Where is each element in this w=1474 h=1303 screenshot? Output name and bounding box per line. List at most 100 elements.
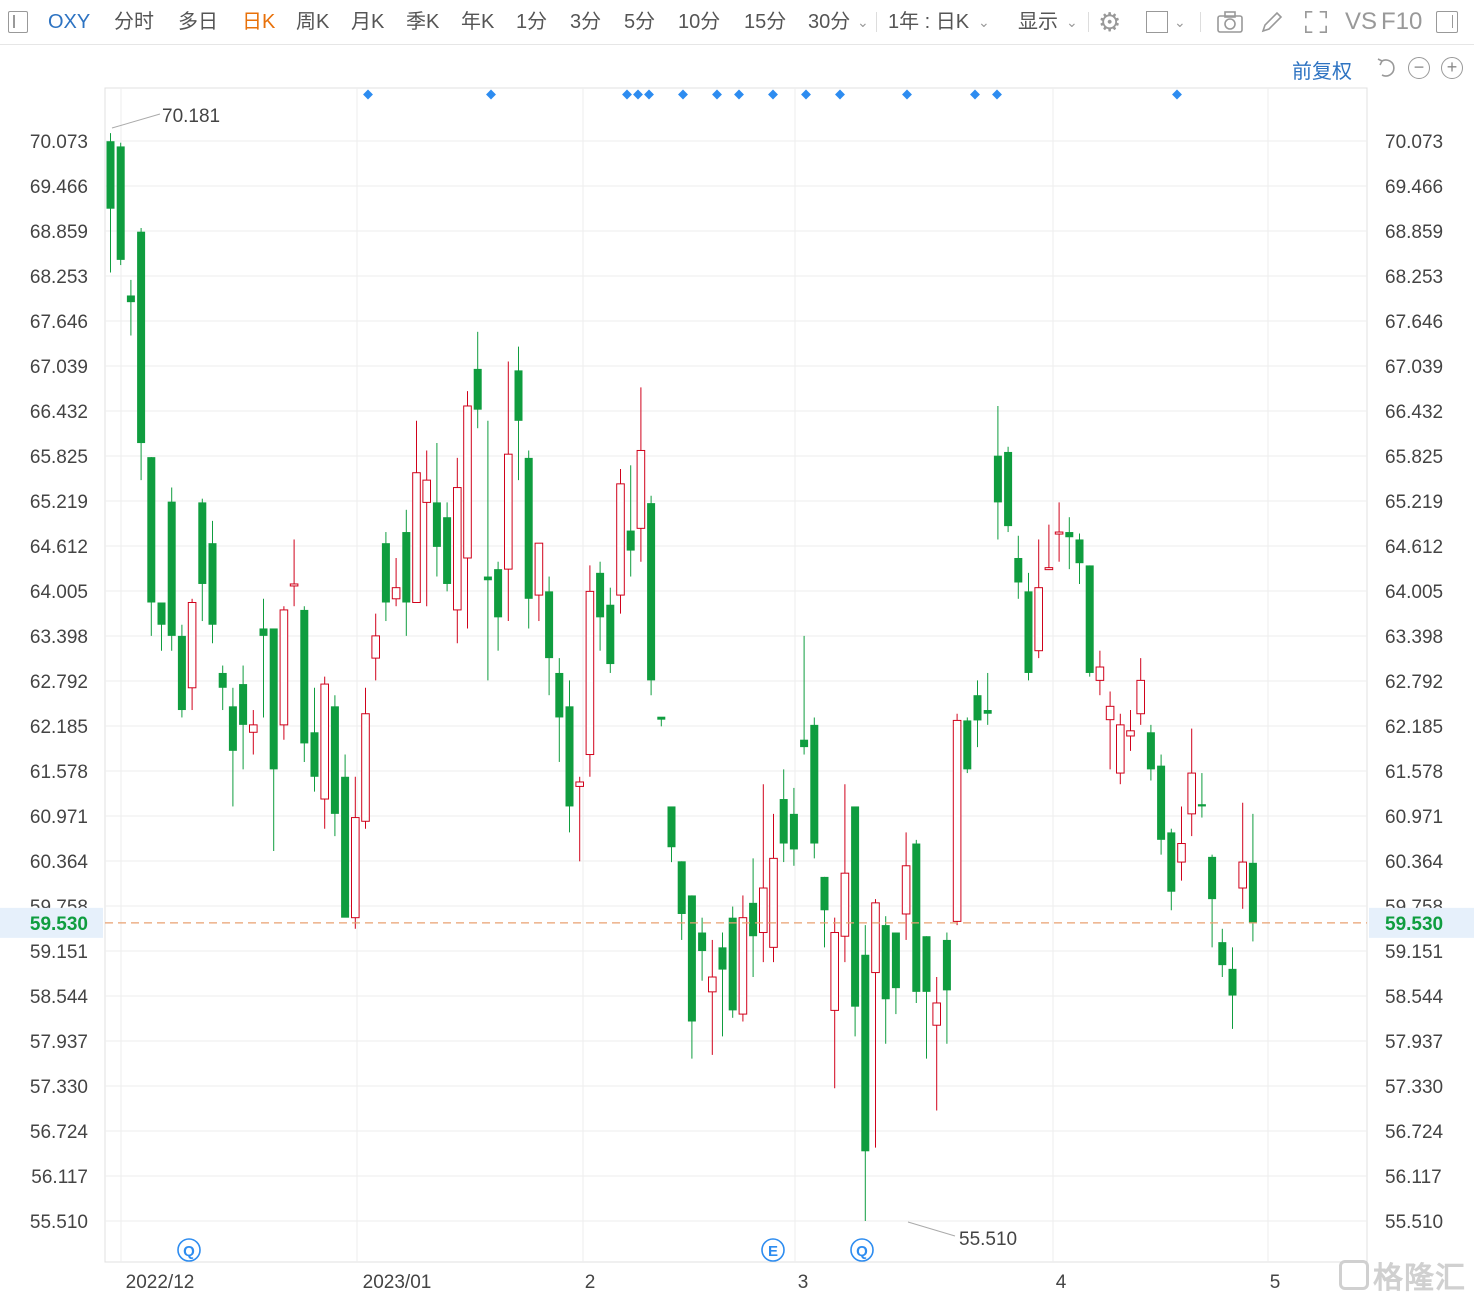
candle-body-up [279, 609, 289, 726]
y-tick-label-right: 67.039 [1385, 357, 1443, 378]
candle-body-down [667, 806, 676, 848]
candle-body-up [952, 719, 962, 922]
event-marker-diamond [633, 89, 643, 100]
candle-body-down [1085, 565, 1094, 673]
y-tick-label-right: 68.253 [1385, 267, 1443, 288]
gear-icon[interactable]: ⚙ [1098, 7, 1122, 37]
y-tick-label-left: 61.578 [30, 762, 88, 783]
candle-body-down [861, 954, 870, 1152]
pencil-icon[interactable] [1260, 10, 1284, 34]
x-tick-label: 4 [1056, 1272, 1067, 1293]
candle-body-down [514, 370, 523, 421]
tab-yearly-k[interactable]: 年K [461, 11, 495, 33]
y-tick-label-left: 59.151 [30, 942, 88, 963]
tab-15min[interactable]: 15分 [744, 11, 787, 33]
current-price-tag-right: 59.530 [1385, 914, 1443, 935]
candle-body-down [728, 917, 737, 1011]
y-tick-label-left: 66.432 [30, 402, 88, 423]
candle-body-up [932, 1002, 942, 1026]
y-tick-label-left: 58.544 [30, 987, 89, 1008]
candle-body-up [371, 635, 380, 659]
panel-toggle-icon[interactable] [1436, 11, 1458, 33]
y-tick-label-left: 57.937 [30, 1032, 88, 1053]
candle-body-down [381, 543, 390, 603]
tab-daily-k[interactable]: 日K [242, 11, 276, 33]
y-tick-label-right: 64.005 [1385, 582, 1443, 603]
x-tick-label: 5 [1270, 1272, 1281, 1293]
chevron-down-icon[interactable]: ⌄ [857, 14, 869, 30]
tab-30min[interactable]: 30分 [808, 11, 851, 33]
candle-body-down [647, 503, 656, 681]
y-tick-label-left: 56.117 [31, 1167, 88, 1188]
tab-1min[interactable]: 1分 [516, 11, 548, 33]
y-tick-label-right: 64.612 [1385, 537, 1443, 558]
x-tick-label: 2022/12 [126, 1272, 195, 1293]
f10-button[interactable]: F10 [1381, 8, 1423, 35]
y-tick-label-left: 60.364 [30, 852, 89, 873]
y-tick-label-left: 55.510 [30, 1212, 88, 1233]
zoom-out-icon[interactable]: − [1408, 57, 1430, 79]
zoom-in-icon[interactable]: + [1441, 57, 1463, 79]
candle-body-down [167, 501, 176, 636]
tab-5min[interactable]: 5分 [624, 11, 656, 33]
chevron-down-icon[interactable]: ⌄ [1174, 14, 1186, 30]
candle-body-down [851, 806, 860, 1007]
watermark-icon [1339, 1260, 1369, 1290]
event-marker-diamond [644, 89, 654, 100]
candle-body-down [228, 706, 237, 751]
symbol-label[interactable]: OXY [48, 11, 91, 33]
fullscreen-icon[interactable] [1303, 10, 1329, 34]
candle-body-up [708, 976, 717, 993]
candle-body-down [800, 739, 809, 748]
display-menu[interactable]: 显示 [1018, 11, 1058, 33]
candle-body-down [1218, 942, 1227, 966]
chevron-down-icon[interactable]: ⌄ [1066, 14, 1078, 30]
candle-body-down [443, 517, 452, 584]
y-tick-label-left: 64.005 [30, 582, 88, 603]
y-tick-label-right: 60.971 [1385, 807, 1443, 828]
chart-subbar: 前复权 − + [0, 45, 1474, 87]
candle-body-down [524, 457, 533, 599]
candle-body-down [596, 572, 605, 618]
candle-body-up [1044, 567, 1054, 571]
y-tick-label-right: 62.792 [1385, 672, 1443, 693]
candle-body-down [310, 732, 319, 777]
tab-duori[interactable]: 多日 [178, 11, 218, 33]
candle-body-up [351, 817, 360, 919]
price-adjust-toggle[interactable]: 前复权 [1292, 61, 1352, 83]
candle-body-down [677, 861, 686, 914]
y-tick-label-left: 62.792 [30, 672, 88, 693]
tab-3min[interactable]: 3分 [570, 11, 602, 33]
candle-body-down [1075, 539, 1084, 564]
candle-body-up [504, 453, 513, 570]
sidebar-toggle-icon[interactable] [8, 11, 28, 33]
candle-body-down [341, 776, 350, 918]
undo-icon[interactable] [1376, 57, 1400, 79]
y-tick-label-right: 55.510 [1385, 1212, 1443, 1233]
candle-body-up [871, 902, 880, 974]
tab-fenshi[interactable]: 分时 [114, 11, 154, 33]
camera-icon[interactable] [1216, 10, 1244, 34]
candle-body-down [881, 925, 890, 1000]
candle-body-down [106, 141, 115, 209]
square-color-icon[interactable] [1146, 11, 1168, 33]
candle-body-down [555, 672, 564, 718]
tab-monthly-k[interactable]: 月K [351, 11, 385, 33]
y-tick-label-left: 68.253 [30, 267, 88, 288]
y-tick-label-right: 61.578 [1385, 762, 1443, 783]
tab-quarterly-k[interactable]: 季K [406, 11, 440, 33]
candle-body-up [1105, 705, 1115, 721]
watermark-text: 格隆汇 [1373, 1262, 1466, 1295]
vs-button[interactable]: VS [1345, 8, 1378, 35]
candle-body-down [606, 604, 615, 665]
tab-weekly-k[interactable]: 周K [296, 11, 330, 33]
tab-10min[interactable]: 10分 [678, 11, 721, 33]
candle-body-up [320, 683, 329, 800]
chevron-down-icon[interactable]: ⌄ [978, 14, 990, 30]
candle-body-up [289, 583, 299, 587]
candle-body-down [698, 932, 707, 952]
candle-body-down [789, 813, 798, 850]
candle-body-up [391, 587, 401, 600]
period-select[interactable]: 1年 : 日K [888, 11, 970, 33]
